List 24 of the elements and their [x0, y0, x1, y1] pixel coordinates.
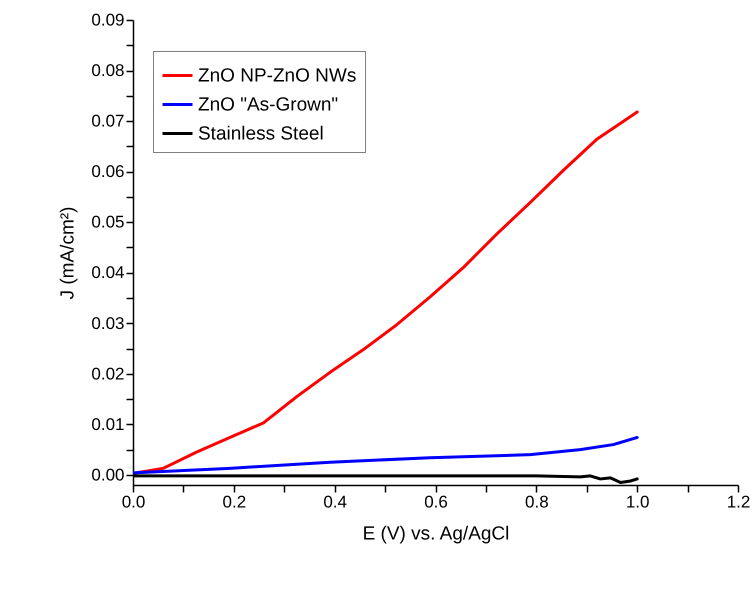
x-tick-label: 0.2 [222, 492, 246, 512]
legend-label: ZnO NP-ZnO NWs [198, 66, 356, 86]
y-tick-label: 0.08 [91, 61, 124, 80]
y-tick-label: 0.06 [91, 162, 124, 182]
x-tick-label: 0.0 [122, 492, 146, 512]
y-tick-label: 0.02 [91, 364, 124, 384]
y-tick-label: 0.01 [91, 414, 124, 434]
x-tick-label: 0.6 [424, 492, 448, 512]
x-tick-label: 1.2 [726, 492, 750, 512]
y-tick-label: 0.07 [91, 112, 124, 131]
y-tick-label: 0.03 [91, 314, 124, 333]
x-tick-label: 0.8 [525, 492, 549, 512]
x-axis-title: E (V) vs. Ag/AgCl [362, 524, 510, 544]
y-tick-label: 0.05 [91, 212, 124, 232]
x-tick-label: 0.4 [323, 492, 347, 512]
y-tick-label: 0.00 [91, 465, 124, 484]
y-tick-label: 0.09 [91, 10, 124, 30]
line-series [133, 436, 639, 474]
legend-label: Stainless Steel [198, 124, 324, 144]
y-axis-title: J (mA/cm²) [57, 206, 78, 300]
y-tick-label: 0.04 [91, 263, 124, 282]
x-tick-label: 1.0 [626, 492, 650, 512]
legend-label: ZnO "As-Grown" [198, 94, 338, 116]
line-series [133, 110, 639, 475]
